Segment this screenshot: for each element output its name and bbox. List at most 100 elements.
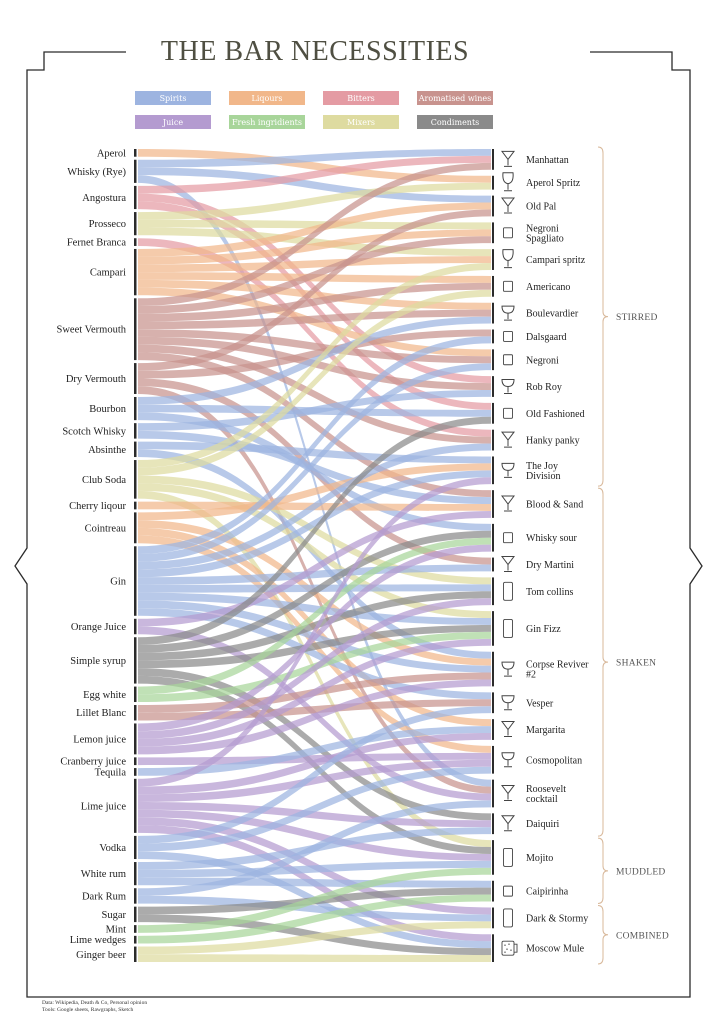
- cocktail-bar-margarita: [492, 719, 494, 740]
- flow-simple-syrup-to-tom-collins: [138, 591, 491, 661]
- ingredient-label-club-soda: Club Soda: [82, 475, 126, 486]
- flow-ginger-beer-to-dark-stormy: [138, 921, 491, 955]
- cocktail-label-rob-roy: Rob Roy: [526, 382, 562, 393]
- cocktail-label-aperol-spritz: Aperol Spritz: [526, 178, 581, 189]
- ingredient-bar-tequila: [134, 768, 137, 776]
- ingredient-bar-mint: [134, 925, 137, 933]
- ingredient-label-campari: Campari: [90, 268, 126, 279]
- ingredient-bar-lemon-juice: [134, 723, 137, 755]
- ingredient-label-white-rum: White rum: [81, 869, 126, 880]
- legend-label-liqueurs: Liqours: [252, 94, 283, 103]
- flow-mint-to-mojito: [138, 867, 491, 933]
- flow-gin-to-the-joy-division: [138, 470, 491, 578]
- ingredient-label-vodka: Vodka: [99, 843, 126, 854]
- cocktail-label-old-pal: Old Pal: [526, 202, 557, 213]
- flow-lime-juice-to-daiquiri: [138, 801, 491, 828]
- ingredient-label-simple-syrup: Simple syrup: [70, 656, 126, 667]
- cocktail-label-the-joy-division: The Joy Division: [526, 461, 560, 482]
- cocktail-label-americano: Americano: [526, 282, 570, 293]
- cocktail-bar-whisky-sour: [492, 523, 494, 552]
- flow-sweet-vermouth-to-blood-sand: [138, 352, 491, 498]
- ingredient-label-bourbon: Bourbon: [89, 404, 127, 415]
- rocks-glass-icon: [503, 227, 513, 239]
- method-label-stirred: STIRRED: [616, 313, 658, 323]
- footer-tools: Tools: Google sheets, Rawgraphs, Sketch: [42, 1007, 134, 1013]
- legend-label-condiments: Condiments: [431, 118, 480, 127]
- ingredient-bar-bourbon: [134, 396, 137, 421]
- legend-label-juice: Juice: [162, 118, 183, 127]
- legend-swatch-juice: [135, 115, 211, 129]
- cocktail-bar-the-joy-division: [492, 456, 494, 485]
- flow-lime-juice-to-mojito: [138, 809, 491, 861]
- legend-label-wines: Aromatised wines: [418, 94, 491, 103]
- ingredient-bar-angostura: [134, 185, 137, 210]
- ingredient-bar-dark-rum: [134, 888, 137, 904]
- flow-lillet-blanc-to-vesper: [138, 699, 491, 721]
- cocktail-bar-manhattan: [492, 149, 494, 170]
- martini-glass-icon: [501, 495, 515, 512]
- ingredient-label-lillet-blanc: Lillet Blanc: [76, 708, 126, 719]
- flow-whisky-rye-to-roosevelt-cocktail: [138, 175, 491, 787]
- coupe-glass-icon: [501, 305, 515, 321]
- ingredient-label-gin: Gin: [110, 577, 127, 588]
- cocktail-label-moscow-mule: Moscow Mule: [526, 944, 585, 955]
- sankey-flows: [138, 149, 491, 962]
- flow-lemon-juice-to-corpse-reviver-2: [138, 679, 491, 755]
- cocktail-bar-hanky-panky: [492, 429, 494, 451]
- ingredient-labels: Aperol Whisky (Rye) Angostura Prosseco Ferne…: [56, 148, 126, 960]
- flow-campari-to-negroni-spagliato: [138, 229, 491, 265]
- ingredient-label-whisky-rye: Whisky (Rye): [67, 167, 126, 178]
- martini-glass-icon: [501, 784, 515, 801]
- ingredient-label-egg-white: Egg white: [83, 690, 126, 701]
- martini-glass-icon: [501, 556, 515, 572]
- ingredient-label-sweet-vermouth: Sweet Vermouth: [56, 325, 126, 336]
- cocktail-bar-rob-roy: [492, 376, 494, 397]
- ingredient-label-cherry-liqour: Cherry liqour: [69, 501, 126, 512]
- cocktail-bar-americano: [492, 275, 494, 297]
- coupe-glass-icon: [501, 379, 515, 395]
- flow-scotch-whisky-to-blood-sand: [138, 430, 491, 505]
- method-label-shaken: SHAKEN: [616, 659, 656, 669]
- rocks-glass-icon: [503, 354, 513, 366]
- flow-white-rum-to-mojito: [138, 860, 491, 878]
- ingredient-label-prosseco: Prosseco: [89, 219, 126, 230]
- ingredient-bar-lillet-blanc: [134, 705, 137, 721]
- flow-gin-to-hanky-panky: [138, 443, 491, 570]
- cocktail-bar-vesper: [492, 692, 494, 714]
- flow-gin-to-dalsgaard: [138, 336, 491, 554]
- coupe-glass-icon: [501, 752, 515, 768]
- legend-swatch-fresh: [229, 115, 305, 129]
- ingredient-label-absinthe: Absinthe: [88, 445, 126, 456]
- flow-simple-syrup-to-daiquiri: [138, 668, 491, 821]
- ingredient-bar-ginger-beer: [134, 946, 137, 962]
- ingredient-label-lemon-juice: Lemon juice: [73, 734, 126, 745]
- ingredient-label-lime-juice: Lime juice: [81, 801, 127, 812]
- cocktail-bar-negroni: [492, 349, 494, 371]
- flow-cointreau-to-the-joy-division: [138, 463, 491, 521]
- ingredient-bar-fernet-branca: [134, 238, 137, 246]
- ingredient-label-tequila: Tequila: [95, 767, 127, 778]
- flow-whisky-rye-to-old-pal: [138, 167, 491, 203]
- footer-source: Data: Wikipedia, Death & Co, Personal op…: [42, 1000, 147, 1006]
- legend: Spirits Liqours Bitters Aromatised wines Jui…: [135, 91, 493, 129]
- cocktail-bar-moscow-mule: [492, 934, 494, 962]
- ingredient-bar-aperol: [134, 149, 137, 157]
- highball-glass-icon: [503, 908, 513, 928]
- ingredient-label-mint: Mint: [106, 924, 127, 935]
- flow-cranberry-juice-to-cosmopolitan: [138, 752, 491, 766]
- legend-swatch-liqueurs: [229, 91, 305, 105]
- flow-dry-vermouth-to-dalsgaard: [138, 329, 491, 379]
- highball-glass-icon: [503, 847, 513, 867]
- cocktail-label-margarita: Margarita: [526, 725, 566, 736]
- cocktail-label-campari-spritz: Campari spritz: [526, 255, 586, 266]
- flow-vodka-to-vesper: [138, 706, 491, 844]
- rocks-glass-icon: [503, 532, 513, 544]
- highball-glass-icon: [503, 581, 513, 601]
- flow-aperol-to-aperol-spritz: [138, 149, 491, 183]
- coupe-glass-icon: [501, 661, 515, 677]
- cocktail-bar-corpse-reviver-2: [492, 651, 494, 687]
- rocks-glass-icon: [503, 407, 513, 419]
- flow-simple-syrup-to-whisky-sour: [138, 530, 491, 653]
- brace-combined: [597, 905, 609, 965]
